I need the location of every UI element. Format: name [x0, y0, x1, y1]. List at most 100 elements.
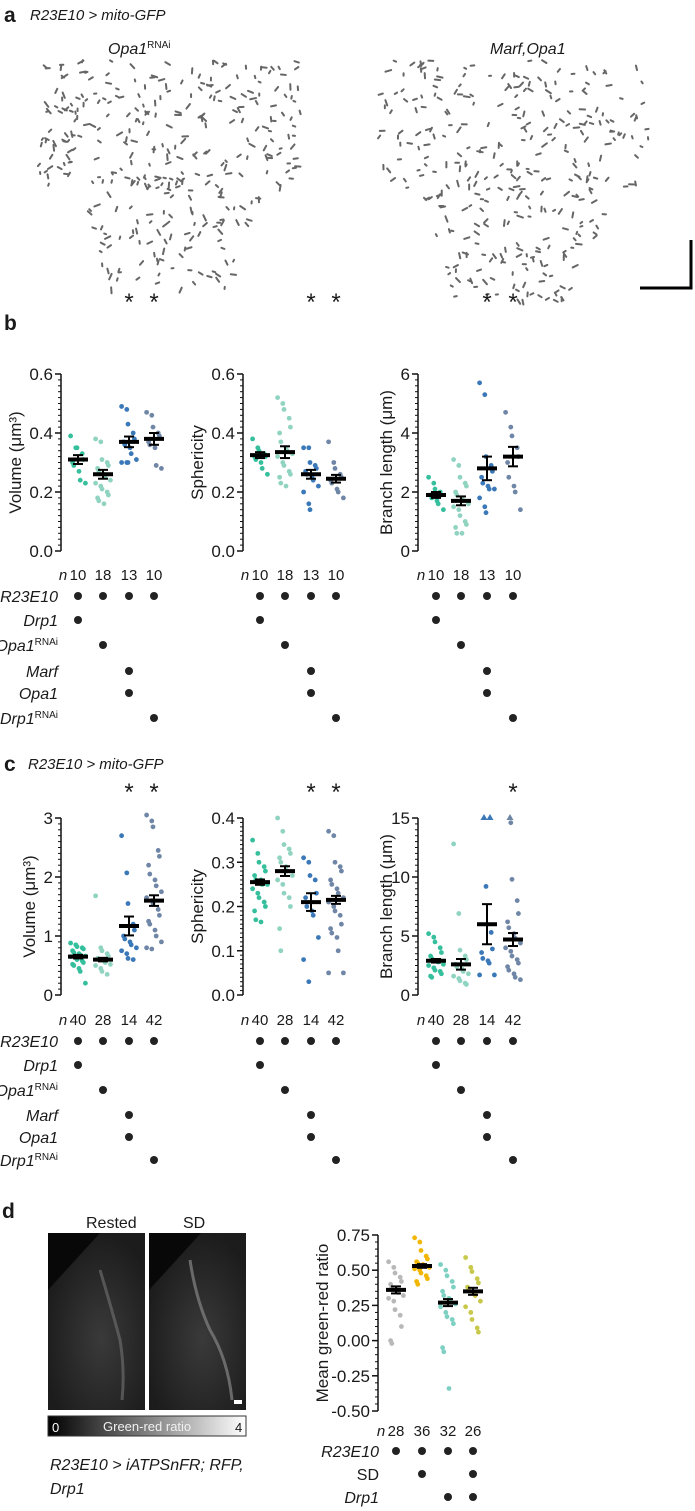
mitochondrion — [105, 72, 110, 77]
data-point — [275, 395, 280, 400]
genotype-dot — [483, 1111, 491, 1119]
mitochondrion — [563, 190, 571, 197]
data-point — [479, 950, 484, 955]
data-point — [391, 1298, 397, 1304]
data-point — [153, 463, 159, 468]
mitochondrion — [452, 264, 459, 269]
data-point — [425, 1276, 430, 1282]
data-point — [426, 931, 431, 937]
mitochondrion — [229, 273, 238, 276]
mitochondrion — [129, 63, 136, 70]
data-point — [68, 940, 73, 946]
mitochondrion — [639, 145, 644, 148]
mitochondrion — [174, 110, 182, 115]
mitochondrion — [107, 100, 112, 104]
data-point — [328, 926, 333, 932]
mitochondrion — [552, 208, 557, 212]
mitochondrion — [180, 79, 184, 85]
mitochondrion — [514, 74, 520, 79]
mitochondrion — [544, 81, 548, 88]
mitochondrion — [500, 258, 505, 264]
data-point — [119, 833, 124, 839]
data-point — [275, 877, 280, 883]
mitochondrion — [433, 78, 442, 82]
data-point — [399, 1279, 404, 1284]
mitochondrion — [531, 257, 535, 263]
mitochondrion — [266, 153, 273, 158]
colorbar — [47, 1415, 247, 1437]
data-point — [341, 970, 346, 976]
data-point — [144, 812, 150, 818]
data-point — [391, 1264, 397, 1270]
mitochondrion — [555, 289, 560, 293]
data-point — [451, 841, 456, 847]
mitochondrion — [217, 228, 224, 235]
data-point — [386, 1259, 391, 1265]
mitochondrion — [197, 115, 202, 119]
mitochondrion — [225, 172, 233, 175]
data-point — [469, 1269, 475, 1275]
data-point — [152, 877, 158, 883]
data-point — [468, 1264, 474, 1270]
genotype-label-r23e10: R23E10 — [0, 1034, 58, 1051]
data-point — [108, 477, 113, 483]
data-point — [486, 486, 492, 492]
chart-c-branch: 0 5 10 15 Branch length (μm) n 40 28 14 42 * — [377, 779, 523, 1164]
mitochondrion — [512, 283, 516, 290]
data-point — [286, 895, 292, 901]
genotype-label-r23e10: R23E10 — [321, 1444, 379, 1461]
mitochondrion — [618, 132, 623, 137]
data-point — [301, 489, 306, 495]
data-point — [503, 409, 508, 415]
genotype-dot — [483, 592, 491, 600]
data-point — [83, 980, 88, 986]
mitochondrion — [67, 171, 71, 178]
data-point — [286, 846, 292, 852]
mitochondrion — [215, 89, 221, 94]
mitochondrion — [289, 116, 293, 121]
mitochondrion — [225, 83, 231, 90]
mitochondrion — [63, 132, 69, 138]
mitochondrion — [89, 123, 97, 128]
mitochondrion — [77, 134, 83, 138]
genotype-dot — [509, 1037, 517, 1045]
mitochondrion — [427, 196, 433, 201]
mitochondrion — [622, 133, 626, 139]
y-tick-label: 0.6 — [29, 365, 53, 384]
n-value: 32 — [440, 1423, 457, 1440]
mitochondrion — [577, 176, 582, 181]
mitochondrion — [135, 276, 141, 281]
image-title-sd: SD — [183, 1215, 205, 1232]
data-point — [157, 912, 162, 918]
genotype-dot — [469, 1493, 477, 1501]
mitochondrion — [442, 134, 447, 138]
mitochondrion — [604, 142, 612, 146]
data-point — [306, 979, 312, 985]
mitochondrion — [215, 276, 221, 283]
mitochondrion — [212, 95, 216, 102]
mitochondrion — [644, 127, 650, 131]
mitochondrion — [474, 192, 481, 196]
mitochondrion — [527, 80, 531, 87]
data-point — [441, 507, 446, 513]
mitochondrion — [486, 121, 490, 128]
colorbar-min: 0 — [52, 1420, 59, 1435]
mitochondrion — [577, 233, 582, 238]
data-point — [443, 1310, 449, 1315]
mitochondrion — [588, 187, 594, 191]
n-value: 36 — [414, 1423, 431, 1440]
data-point — [506, 925, 512, 931]
data-point — [250, 837, 256, 843]
mitochondrion — [174, 180, 179, 186]
genotype-dot — [74, 616, 82, 624]
mitochondrion — [515, 288, 520, 293]
significance-star: * — [124, 289, 133, 316]
y-axis-label: Volume (μm³) — [6, 411, 25, 513]
mitochondrion — [128, 205, 133, 210]
mitochondrion — [57, 110, 64, 114]
data-point — [456, 463, 462, 468]
mitochondrion — [463, 66, 468, 70]
mitochondrion — [497, 186, 503, 191]
genotype-dot — [307, 592, 315, 600]
mitochondrion — [204, 180, 211, 186]
